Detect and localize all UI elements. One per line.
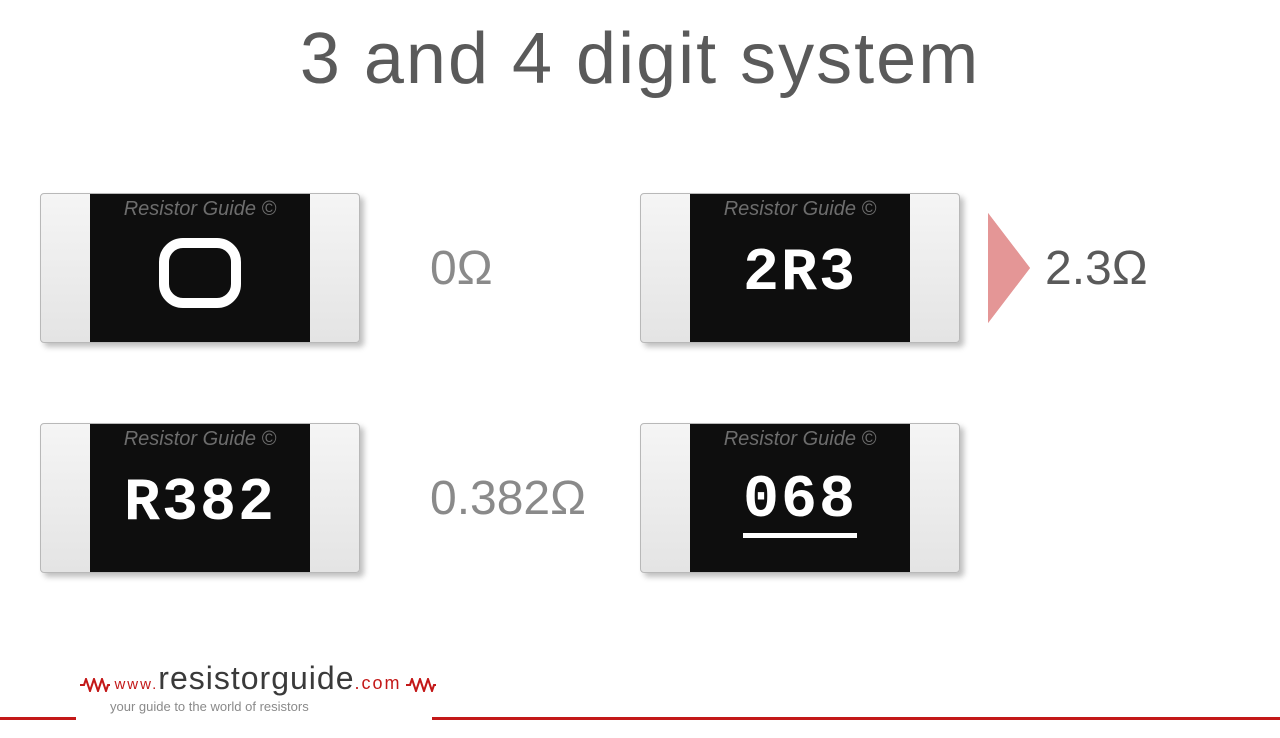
brand-logo: www.resistorguide.com your guide to the … — [80, 660, 436, 714]
smd-resistor: Resistor Guide © R382 — [40, 423, 360, 573]
watermark-text: Resistor Guide © — [690, 428, 910, 451]
resistance-value: 2.3Ω — [1045, 241, 1148, 296]
resistor-body: Resistor Guide © 2R3 — [690, 194, 910, 342]
smd-resistor: Resistor Guide © — [40, 193, 360, 343]
watermark-text: Resistor Guide © — [90, 428, 310, 451]
smd-resistor: Resistor Guide © 2R3 — [640, 193, 960, 343]
resistor-code-zero — [159, 238, 241, 308]
logo-www: www. — [114, 676, 158, 693]
resistor-cell-1: Resistor Guide © 2R3 2.3Ω — [640, 193, 1240, 343]
arrow-icon — [988, 213, 1030, 323]
watermark-text: Resistor Guide © — [90, 198, 310, 221]
logo-dotcom: .com — [355, 673, 402, 693]
resistance-value: 0Ω — [430, 241, 493, 296]
page-title: 3 and 4 digit system — [0, 18, 1280, 100]
resistor-zigzag-icon — [406, 678, 436, 692]
resistor-cell-2: Resistor Guide © R382 0.382Ω — [40, 423, 640, 573]
resistance-value: 0.382Ω — [430, 471, 586, 526]
resistor-cell-3: Resistor Guide © 068 — [640, 423, 1240, 573]
smd-resistor: Resistor Guide © 068 — [640, 423, 960, 573]
resistor-code: R382 — [124, 474, 276, 534]
resistor-code: 068 — [743, 471, 857, 538]
logo-brand: resistorguide — [158, 660, 354, 696]
watermark-text: Resistor Guide © — [690, 198, 910, 221]
resistor-body: Resistor Guide © R382 — [90, 424, 310, 572]
resistor-body: Resistor Guide © — [90, 194, 310, 342]
tagline: your guide to the world of resistors — [110, 699, 436, 714]
resistor-zigzag-icon — [80, 678, 110, 692]
resistor-code: 2R3 — [743, 244, 857, 304]
resistor-cell-0: Resistor Guide © 0Ω — [40, 193, 640, 343]
logo-line: www.resistorguide.com — [80, 660, 436, 697]
resistor-body: Resistor Guide © 068 — [690, 424, 910, 572]
resistor-grid: Resistor Guide © 0Ω Resistor Guide © 2R3… — [40, 193, 1240, 573]
